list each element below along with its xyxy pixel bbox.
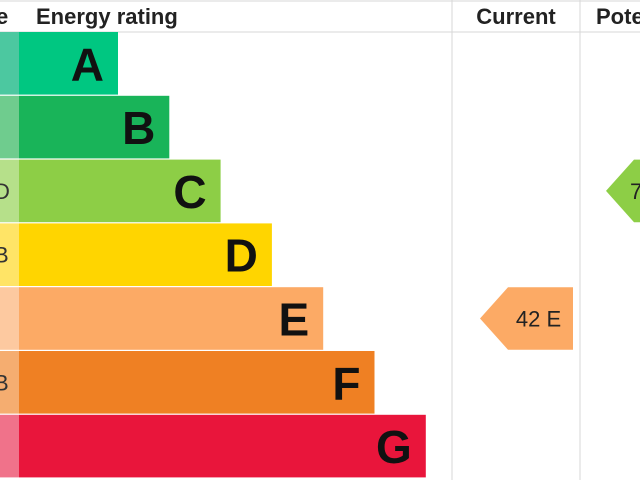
band-bar-f [19,351,375,414]
current-header: Current [476,4,556,29]
rating-bands: ABDCBDIEBFG [0,32,426,478]
potential-rating-label: 7 [630,179,640,204]
band-bar-e [19,287,324,350]
score-cell-f [0,351,19,414]
score-cell-b [0,95,19,159]
band-bar-a [19,32,118,95]
energy-rating-header: Energy rating [36,4,178,29]
score-cell-label-d: B [0,243,9,268]
score-cell-e [0,287,19,350]
band-letter-g: G [376,421,412,473]
current-rating-label: 42 E [516,307,561,332]
band-bar-c [19,159,221,223]
band-bar-b [19,95,170,159]
band-letter-e: E [279,294,310,346]
score-header: e [0,4,8,29]
current-rating-indicator: 42 E [480,287,573,350]
band-bar-d [19,223,272,286]
score-cell-g [0,414,19,478]
band-letter-f: F [332,357,360,409]
score-cell-label-f: B [0,370,9,395]
band-letter-d: D [225,230,258,282]
score-cell-label-c: D [0,179,10,204]
score-cell-c [0,159,19,223]
band-letter-b: B [122,102,155,154]
score-cell-a [0,32,19,95]
score-cell-d [0,223,19,286]
band-letter-a: A [71,38,104,90]
potential-rating-arrow [606,159,640,223]
potential-header: Pote [596,4,640,29]
band-letter-c: C [173,166,206,218]
potential-rating-indicator: 7 [606,159,640,223]
current-rating-arrow [480,287,573,350]
band-bar-g [19,414,426,478]
